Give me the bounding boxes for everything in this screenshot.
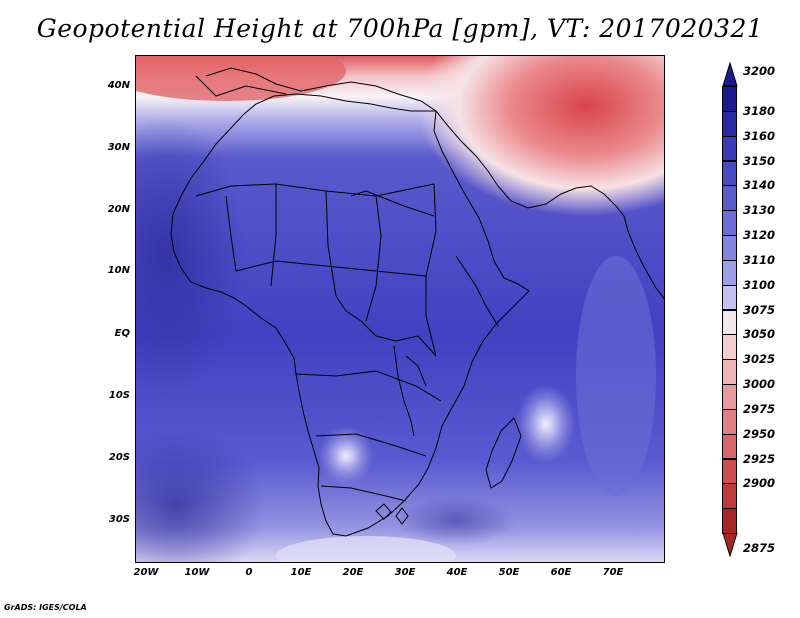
colorbar-label: 3160 (743, 128, 776, 143)
colorbar-swatch (722, 284, 737, 311)
colorbar-label: 3000 (743, 377, 776, 391)
colorbar-swatch (722, 135, 737, 162)
lat-tick-20s: 20S (108, 452, 130, 463)
colorbar-label: 3120 (743, 228, 776, 242)
colorbar-label: 2900 (743, 476, 776, 491)
colorbar-label: 2950 (743, 426, 776, 441)
colorbar-label: 3025 (743, 352, 776, 367)
colorbar-swatch (722, 235, 737, 261)
colorbar-swatch (722, 309, 737, 336)
colorbar-label: 3050 (743, 327, 776, 342)
coastlines-and-borders (170, 67, 664, 537)
colorbar-label: 3200 (743, 64, 776, 78)
colorbar-label: 2925 (743, 451, 776, 466)
colorbar-swatch (722, 384, 737, 410)
colorbar-label: 2975 (743, 401, 776, 416)
colorbar-label: 2875 (743, 541, 776, 555)
lon-tick-30e: 30E (394, 567, 416, 578)
lat-tick-10n: 10N (107, 265, 130, 276)
grads-credit: GrADS: IGES/COLA (4, 603, 87, 612)
lon-tick-60e: 60E (550, 567, 572, 578)
lon-tick-70e: 70E (602, 567, 624, 578)
colorbar-swatch (722, 359, 737, 385)
colorbar-swatch (722, 408, 737, 435)
colorbar-label: 3150 (743, 153, 776, 168)
colorbar-label: 3110 (743, 252, 776, 267)
colorbar-swatch (722, 433, 737, 460)
colorbar-label: 3075 (743, 302, 776, 317)
lat-tick-40n: 40N (107, 80, 130, 91)
colorbar-swatch (722, 86, 737, 112)
colorbar: 3200 3180 3160 3150 3140 3130 3120 3110 3100 3075… (722, 62, 800, 557)
lon-tick-20e: 20E (342, 567, 364, 578)
lon-tick-10w: 10W (184, 567, 210, 578)
lon-tick-20w: 20W (133, 567, 159, 578)
lon-tick-50e: 50E (498, 567, 520, 578)
colorbar-swatch (722, 458, 737, 485)
colorbar-label: 3140 (743, 178, 776, 193)
colorbar-label: 3100 (743, 277, 776, 292)
lat-tick-10s: 10S (108, 390, 130, 401)
colorbar-swatch (722, 110, 737, 137)
lat-tick-30n: 30N (107, 142, 130, 153)
colorbar-swatch (722, 334, 737, 361)
lon-tick-40e: 40E (446, 567, 468, 578)
map-title: Geopotential Height at 700hPa [gpm], VT:… (36, 14, 764, 43)
colorbar-swatch (722, 160, 737, 187)
colorbar-swatch (722, 259, 737, 286)
lon-tick-0: 0 (245, 567, 253, 578)
lat-tick-eq: EQ (114, 328, 130, 339)
colorbar-swatch (722, 483, 737, 510)
map-canvas (136, 56, 664, 562)
colorbar-label: 3180 (743, 103, 776, 118)
lon-tick-10e: 10E (290, 567, 312, 578)
colorbar-swatch (722, 210, 737, 236)
lat-tick-20n: 20N (107, 204, 130, 215)
geopotential-height-map (135, 55, 665, 563)
lat-tick-30s: 30S (108, 514, 130, 525)
colorbar-swatch (722, 185, 737, 212)
colorbar-swatch (722, 508, 737, 534)
colorbar-label: 3130 (743, 203, 776, 218)
